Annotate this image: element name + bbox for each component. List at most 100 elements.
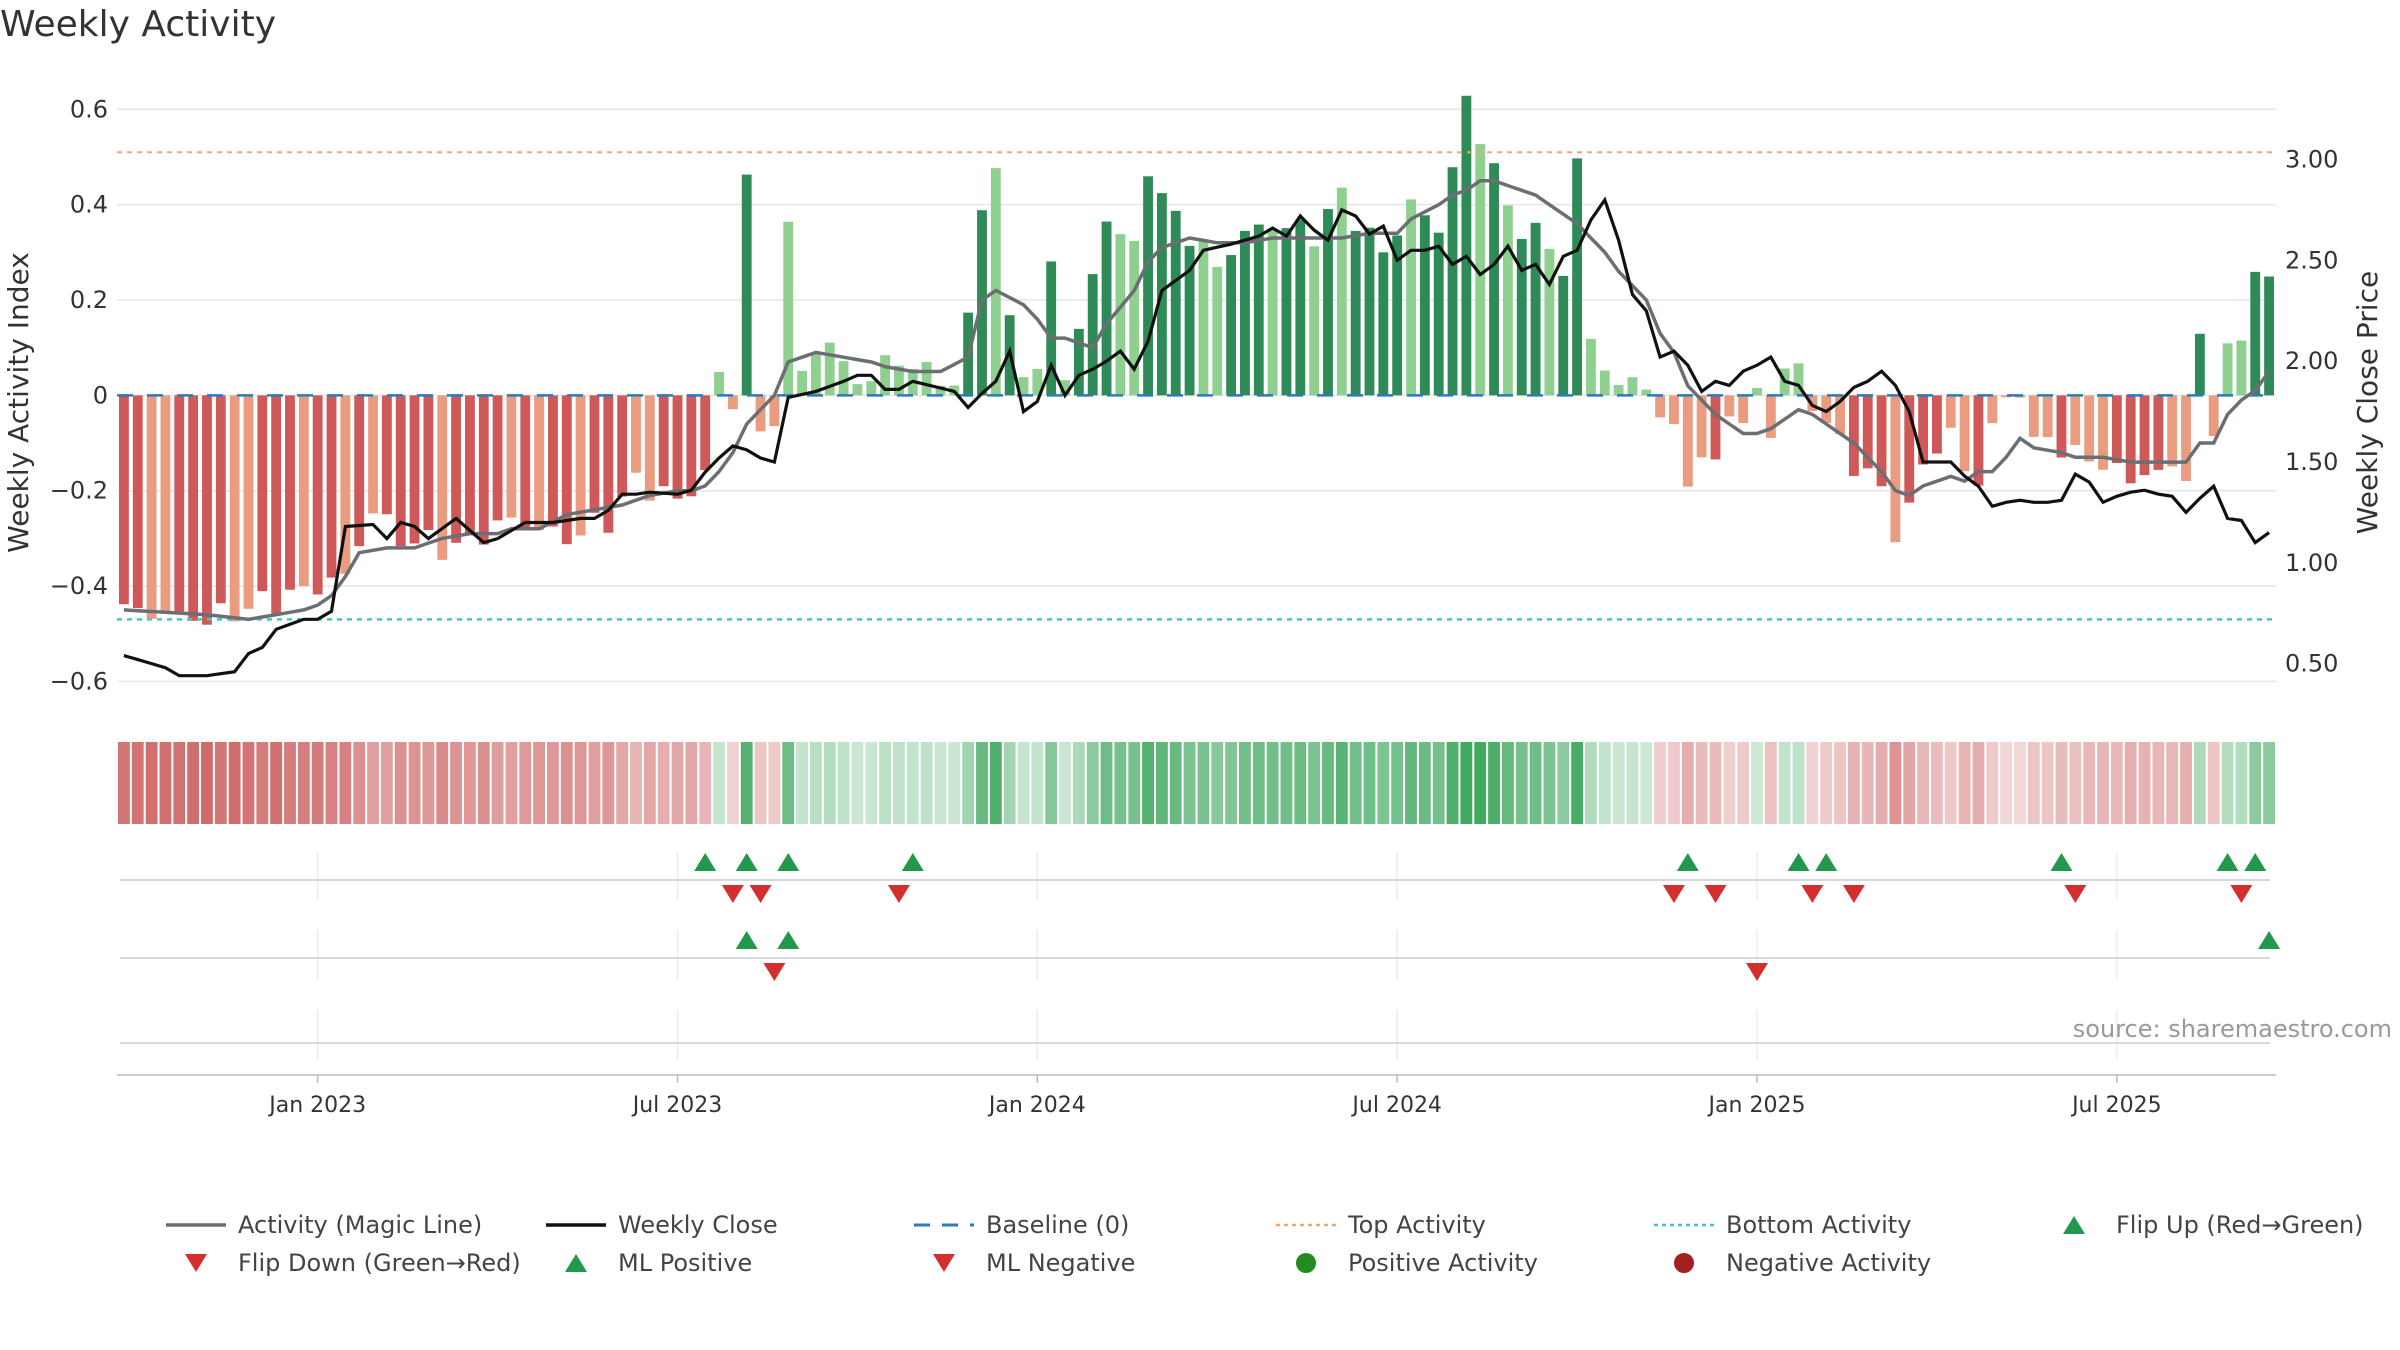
activity-bar — [1696, 395, 1707, 458]
legend-item: Top Activity — [1270, 1206, 1486, 1244]
activity-bar — [783, 221, 794, 396]
y2-axis-label: Weekly Close Price — [2351, 271, 2384, 534]
heat-cell — [1239, 742, 1251, 824]
heat-cell — [242, 742, 255, 824]
heat-cell — [1764, 742, 1777, 824]
activity-bar — [1793, 363, 1804, 396]
heat-cell — [1889, 742, 1902, 824]
activity-bar — [2167, 395, 2178, 467]
legend-item: Bottom Activity — [1648, 1206, 1911, 1244]
activity-bar — [2056, 395, 2067, 458]
activity-bar — [1350, 230, 1361, 396]
legend-label: Baseline (0) — [986, 1211, 1130, 1239]
legend-label: Weekly Close — [618, 1211, 778, 1239]
flip-down-marker — [2064, 885, 2087, 903]
activity-bar — [257, 395, 268, 592]
flip-down-marker — [721, 885, 744, 903]
activity-bar — [741, 174, 752, 396]
activity-bar — [1115, 234, 1126, 396]
legend-swatch — [1648, 1206, 1720, 1244]
legend-label: Flip Down (Green→Red) — [238, 1249, 521, 1277]
activity-bar — [921, 361, 932, 396]
activity-bar — [1890, 395, 1901, 543]
activity-bar — [174, 395, 185, 612]
flip-down-marker — [1704, 885, 1727, 903]
activity-bar — [2153, 395, 2164, 470]
activity-bar — [1516, 238, 1527, 396]
heat-cell — [173, 742, 186, 824]
x-tick-label: Jul 2024 — [1350, 1093, 1442, 1118]
heat-cell — [436, 742, 449, 824]
activity-bar — [1406, 199, 1416, 396]
source-note: source: sharemaestro.com — [2072, 1015, 2392, 1043]
heat-cell — [1917, 742, 1930, 824]
legend-item: Negative Activity — [1648, 1244, 1931, 1282]
activity-bar — [658, 395, 669, 487]
activity-bar — [1752, 387, 1762, 396]
x-tick-label: Jan 2024 — [987, 1093, 1086, 1118]
activity-bar — [1392, 235, 1403, 396]
legend-symbol-icon — [2063, 1216, 2085, 1234]
heat-cell — [325, 742, 338, 824]
flip-up-marker — [1815, 853, 1838, 871]
magic-line — [123, 179, 2271, 622]
activity-bar — [340, 395, 351, 574]
heat-cell — [1557, 742, 1570, 824]
heat-cell — [2041, 742, 2054, 824]
heat-cell — [1737, 742, 1750, 824]
activity-bar — [1558, 275, 1569, 396]
y-tick-label: −0.6 — [50, 667, 108, 695]
legend-item: ML Positive — [540, 1244, 752, 1282]
activity-bar — [2208, 395, 2219, 437]
activity-bar — [1198, 240, 1209, 396]
activity-bar — [1475, 144, 1486, 396]
legend-symbol-shape — [1674, 1253, 1694, 1273]
activity-bar — [202, 395, 212, 625]
legend-symbol-shape — [185, 1254, 207, 1272]
heat-cell — [1211, 742, 1224, 824]
activity-bar — [935, 385, 946, 396]
flip-down-marker — [1662, 885, 1685, 903]
heat-cell — [879, 742, 892, 824]
heat-cell — [630, 742, 642, 824]
legend-label: ML Positive — [618, 1249, 753, 1277]
activity-bar — [1502, 205, 1513, 396]
heat-cell — [851, 742, 864, 824]
activity-bar — [644, 395, 655, 501]
activity-bar — [990, 168, 1001, 396]
activity-bar — [478, 395, 489, 545]
activity-bar — [824, 342, 835, 396]
heat-cell — [1654, 742, 1667, 824]
heat-cell — [1432, 742, 1445, 824]
legend-symbol-shape — [933, 1254, 955, 1272]
y2-tick-label: 0.50 — [2285, 650, 2338, 678]
activity-bar — [1433, 232, 1444, 396]
activity-bar — [1461, 95, 1472, 396]
activity-bar — [451, 395, 461, 543]
heat-cell — [1349, 742, 1362, 824]
heat-cell — [187, 742, 200, 824]
activity-bar — [160, 395, 171, 614]
legend-swatch — [160, 1244, 232, 1282]
activity-bar — [1378, 252, 1389, 396]
activity-bar — [2070, 395, 2081, 445]
heat-cell — [2069, 742, 2082, 824]
activity-bar — [589, 395, 600, 513]
heat-cell — [1626, 742, 1639, 824]
activity-bar — [575, 395, 586, 536]
heat-cell — [1405, 742, 1417, 824]
heat-cell — [394, 742, 407, 824]
activity-bar — [2111, 395, 2122, 464]
heat-cell — [284, 742, 296, 824]
activity-bar — [1918, 395, 1929, 465]
heat-cell — [1294, 742, 1307, 824]
activity-bar — [2264, 276, 2274, 396]
legend-symbol-shape — [1296, 1253, 1316, 1273]
heat-cell — [1308, 742, 1321, 824]
heat-cell — [1114, 742, 1127, 824]
flip-up-marker — [1787, 853, 1810, 871]
legend-item: Activity (Magic Line) — [160, 1206, 482, 1244]
activity-bar — [1336, 187, 1347, 396]
heat-cell — [533, 742, 546, 824]
activity-bar — [755, 395, 766, 432]
